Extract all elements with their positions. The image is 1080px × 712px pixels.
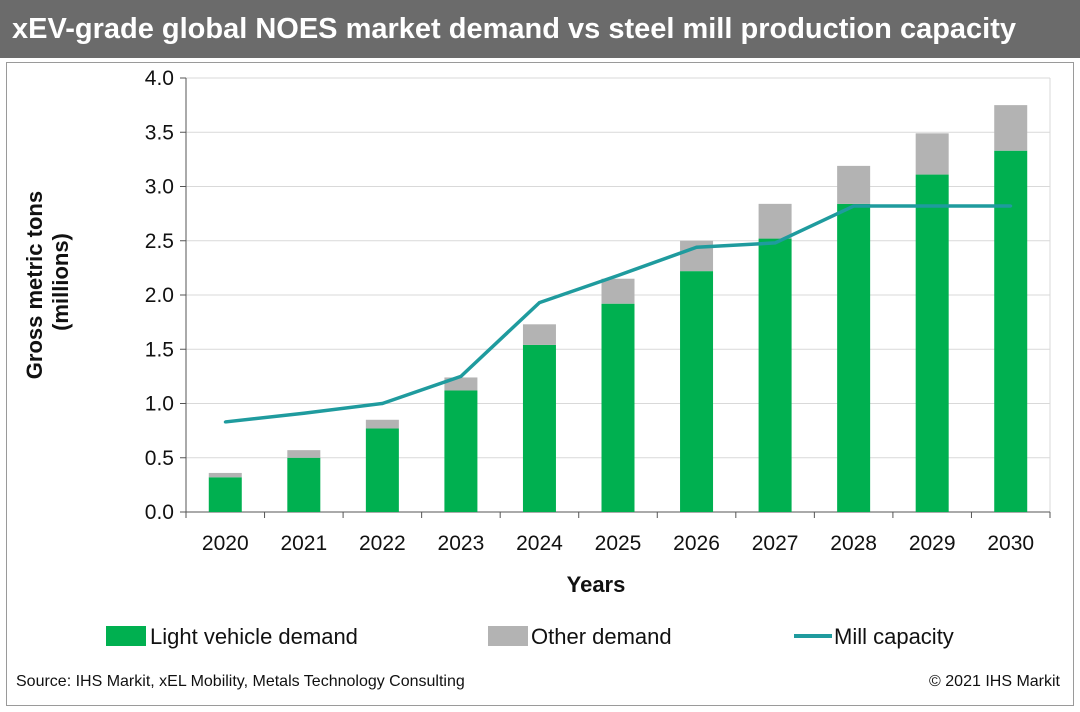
mill-capacity-point	[302, 411, 306, 415]
bars	[208, 105, 1028, 513]
bar-other	[208, 472, 242, 478]
x-tick-label: 2028	[830, 532, 877, 555]
legend: Light vehicle demand Other demand Mill c…	[106, 624, 954, 649]
bar-light-vehicle	[601, 303, 635, 512]
y-tick-label: 4.0	[145, 67, 174, 90]
mill-capacity-point	[852, 204, 856, 208]
x-axis-title: Years	[567, 572, 626, 597]
mill-capacity-point	[380, 402, 384, 405]
x-tick-label: 2021	[280, 532, 327, 555]
bar-other	[365, 419, 399, 429]
bar-other	[287, 450, 321, 458]
x-tick-label: 2020	[202, 532, 249, 555]
x-tick-label: 2025	[595, 532, 642, 555]
mill-capacity-line	[223, 204, 1013, 424]
y-tick-label: 1.5	[145, 338, 174, 361]
bar-other	[522, 324, 556, 345]
bar-other	[837, 165, 871, 204]
bar-light-vehicle	[444, 390, 478, 512]
mill-capacity-point	[459, 374, 463, 378]
x-tick-label: 2023	[438, 532, 485, 555]
tick-labels: 0.0 0.5 1.0 1.5 2.0 2.5 3.0 3.5 4.0 2020 2021 2022 2…	[145, 67, 1034, 555]
y-tick-label: 3.0	[145, 176, 174, 199]
legend-swatch-light-vehicle	[106, 626, 146, 646]
y-axis-title-line-1: Gross metric tons	[22, 191, 47, 379]
bar-light-vehicle	[522, 344, 556, 512]
y-tick-label: 2.0	[145, 284, 174, 307]
y-axis-title: Gross metric tons (millions)	[22, 185, 73, 379]
mill-capacity-point	[616, 273, 620, 277]
y-tick-label: 0.0	[145, 501, 174, 524]
y-tick-label: 1.0	[145, 393, 174, 416]
mill-capacity-point	[695, 245, 699, 249]
y-tick-label: 3.5	[145, 121, 174, 144]
bar-light-vehicle	[680, 271, 714, 512]
copyright-note: © 2021 IHS Markit	[929, 673, 1060, 690]
y-tick-label: 0.5	[145, 447, 174, 470]
mill-capacity-point	[223, 420, 227, 424]
x-tick-label: 2027	[752, 532, 799, 555]
bar-other	[601, 278, 635, 304]
bar-light-vehicle	[837, 203, 871, 513]
x-tick-label: 2022	[359, 532, 406, 555]
legend-label-other: Other demand	[531, 624, 672, 649]
bar-light-vehicle	[758, 238, 792, 512]
bar-light-vehicle	[365, 428, 399, 512]
bar-other	[994, 105, 1028, 151]
legend-swatch-other	[488, 626, 528, 646]
x-tick-label: 2030	[987, 532, 1034, 555]
x-tick-label: 2024	[516, 532, 563, 555]
mill-capacity-point	[930, 204, 934, 208]
x-tick-label: 2029	[909, 532, 956, 555]
mill-capacity-point	[537, 301, 541, 305]
bar-light-vehicle	[287, 457, 321, 512]
bar-light-vehicle	[994, 150, 1028, 512]
mill-capacity-point	[1009, 204, 1013, 208]
legend-label-light-vehicle: Light vehicle demand	[150, 624, 358, 649]
source-note: Source: IHS Markit, xEL Mobility, Metals…	[16, 673, 465, 690]
bar-light-vehicle	[208, 477, 242, 512]
legend-label-mill: Mill capacity	[834, 624, 954, 649]
chart-frame	[6, 62, 1074, 706]
y-tick-label: 2.5	[145, 230, 174, 253]
bar-light-vehicle	[915, 174, 949, 512]
chart-title: xEV-grade global NOES market demand vs s…	[0, 0, 1080, 58]
y-axis-title-line-2: (millions)	[48, 233, 73, 331]
x-tick-label: 2026	[673, 532, 720, 555]
bar-other	[915, 133, 949, 175]
bar-other	[758, 203, 792, 239]
mill-capacity-point	[773, 241, 777, 245]
